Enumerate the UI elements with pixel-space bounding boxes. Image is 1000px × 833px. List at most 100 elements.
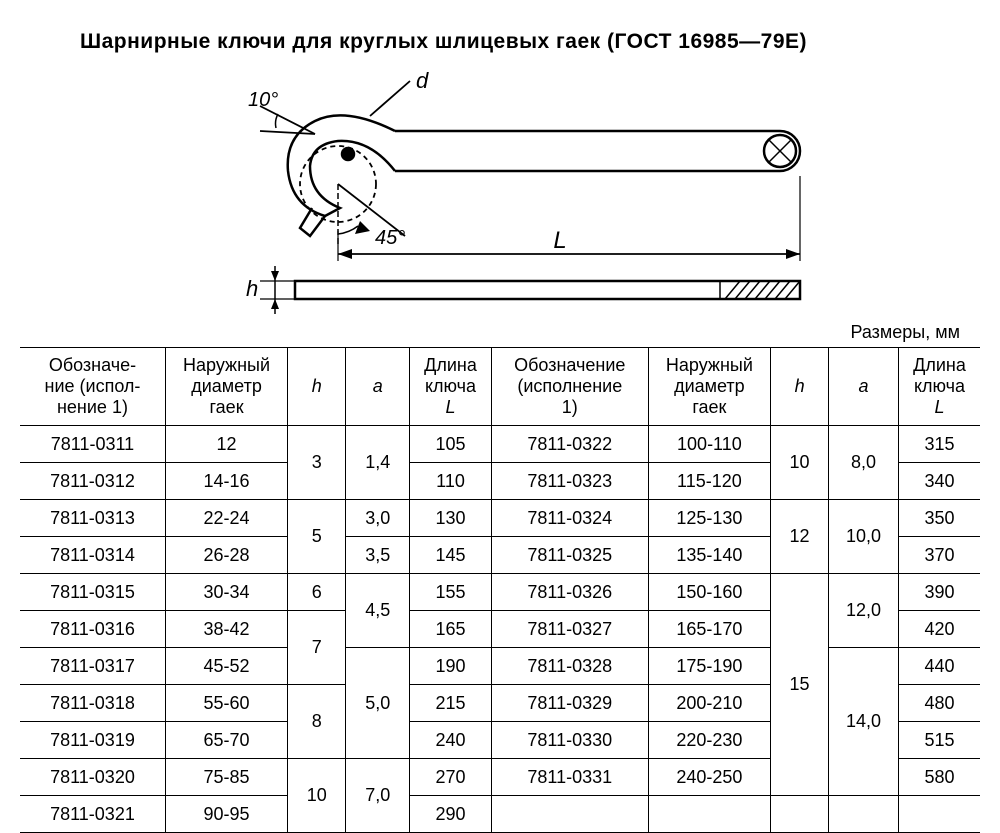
page-title: Шарнирные ключи для круглых шлицевых гае…	[20, 30, 980, 54]
cell-code: 7811-0314	[20, 537, 165, 574]
cell-L: 390	[898, 574, 980, 611]
cell-L: 215	[410, 685, 491, 722]
cell-L: 130	[410, 500, 491, 537]
th-col5: ДлинаключаL	[410, 348, 491, 426]
cell-code: 7811-0331	[491, 759, 648, 796]
cell-diam: 220-230	[648, 722, 770, 759]
cell-a: 1,4	[346, 426, 410, 500]
cell-diam: 14-16	[165, 463, 287, 500]
table-row: 7811-03111231,41057811-0322100-110108,03…	[20, 426, 980, 463]
cell-diam: 165-170	[648, 611, 770, 648]
cell-L: 515	[898, 722, 980, 759]
cell-a: 5,0	[346, 648, 410, 759]
cell-L: 165	[410, 611, 491, 648]
cell-diam: 55-60	[165, 685, 287, 722]
th-col3: h	[288, 348, 346, 426]
th-col2: Наружныйдиаметргаек	[165, 348, 287, 426]
cell-L: 155	[410, 574, 491, 611]
cell-diam: 100-110	[648, 426, 770, 463]
cell-code: 7811-0318	[20, 685, 165, 722]
cell-code: 7811-0325	[491, 537, 648, 574]
th-col8: h	[770, 348, 828, 426]
th-col9: a	[829, 348, 899, 426]
cell-a: 3,0	[346, 500, 410, 537]
cell-code: 7811-0330	[491, 722, 648, 759]
cell-code: 7811-0321	[20, 796, 165, 833]
cell-diam: 200-210	[648, 685, 770, 722]
th-col1: Обозначе-ние (испол-нение 1)	[20, 348, 165, 426]
cell-code: 7811-0317	[20, 648, 165, 685]
cell-code: 7811-0319	[20, 722, 165, 759]
cell-empty	[491, 796, 648, 833]
cell-code: 7811-0329	[491, 685, 648, 722]
cell-L: 290	[410, 796, 491, 833]
cell-a: 4,5	[346, 574, 410, 648]
cell-h: 3	[288, 426, 346, 500]
cell-diam: 240-250	[648, 759, 770, 796]
cell-L: 440	[898, 648, 980, 685]
cell-L: 105	[410, 426, 491, 463]
cell-code: 7811-0315	[20, 574, 165, 611]
table-row: 7811-031322-2453,01307811-0324125-130121…	[20, 500, 980, 537]
cell-diam: 175-190	[648, 648, 770, 685]
cell-h: 12	[770, 500, 828, 574]
cell-code: 7811-0313	[20, 500, 165, 537]
cell-h: 5	[288, 500, 346, 574]
cell-L: 190	[410, 648, 491, 685]
cell-h: 6	[288, 574, 346, 611]
cell-a: 12,0	[829, 574, 899, 648]
cell-diam: 90-95	[165, 796, 287, 833]
cell-a: 3,5	[346, 537, 410, 574]
cell-h: 10	[770, 426, 828, 500]
cell-diam: 75-85	[165, 759, 287, 796]
cell-L: 145	[410, 537, 491, 574]
cell-diam: 150-160	[648, 574, 770, 611]
cell-diam: 65-70	[165, 722, 287, 759]
cell-code: 7811-0327	[491, 611, 648, 648]
cell-diam: 26-28	[165, 537, 287, 574]
label-h: h	[246, 276, 258, 301]
units-label: Размеры, мм	[20, 322, 980, 343]
cell-h: 15	[770, 574, 828, 796]
cell-diam: 125-130	[648, 500, 770, 537]
label-d: d	[416, 68, 429, 93]
cell-code: 7811-0324	[491, 500, 648, 537]
cell-diam: 115-120	[648, 463, 770, 500]
cell-a: 14,0	[829, 648, 899, 796]
th-col10: ДлинаключаL	[898, 348, 980, 426]
cell-diam: 135-140	[648, 537, 770, 574]
th-col4: a	[346, 348, 410, 426]
cell-L: 480	[898, 685, 980, 722]
table-row: 7811-031745-525,01907811-0328175-19014,0…	[20, 648, 980, 685]
cell-empty	[829, 796, 899, 833]
tool-diagram: d 10° 45° L	[20, 66, 980, 316]
cell-code: 7811-0328	[491, 648, 648, 685]
cell-h: 10	[288, 759, 346, 833]
cell-code: 7811-0312	[20, 463, 165, 500]
table-header-row: Обозначе-ние (испол-нение 1) Наружныйдиа…	[20, 348, 980, 426]
cell-diam: 12	[165, 426, 287, 463]
cell-L: 340	[898, 463, 980, 500]
label-angle10: 10°	[248, 89, 278, 111]
cell-code: 7811-0316	[20, 611, 165, 648]
cell-L: 580	[898, 759, 980, 796]
cell-L: 240	[410, 722, 491, 759]
cell-L: 110	[410, 463, 491, 500]
cell-diam: 45-52	[165, 648, 287, 685]
th-col6: Обозначение(исполнение1)	[491, 348, 648, 426]
cell-L: 270	[410, 759, 491, 796]
cell-L: 315	[898, 426, 980, 463]
cell-L: 420	[898, 611, 980, 648]
cell-a: 10,0	[829, 500, 899, 574]
table-row: 7811-031530-3464,51557811-0326150-160151…	[20, 574, 980, 611]
spec-table: Обозначе-ние (испол-нение 1) Наружныйдиа…	[20, 347, 980, 833]
cell-a: 8,0	[829, 426, 899, 500]
label-L: L	[553, 227, 566, 254]
cell-empty	[648, 796, 770, 833]
cell-h: 8	[288, 685, 346, 759]
cell-code: 7811-0326	[491, 574, 648, 611]
cell-L: 350	[898, 500, 980, 537]
cell-L: 370	[898, 537, 980, 574]
cell-code: 7811-0311	[20, 426, 165, 463]
th-col7: Наружныйдиаметргаек	[648, 348, 770, 426]
